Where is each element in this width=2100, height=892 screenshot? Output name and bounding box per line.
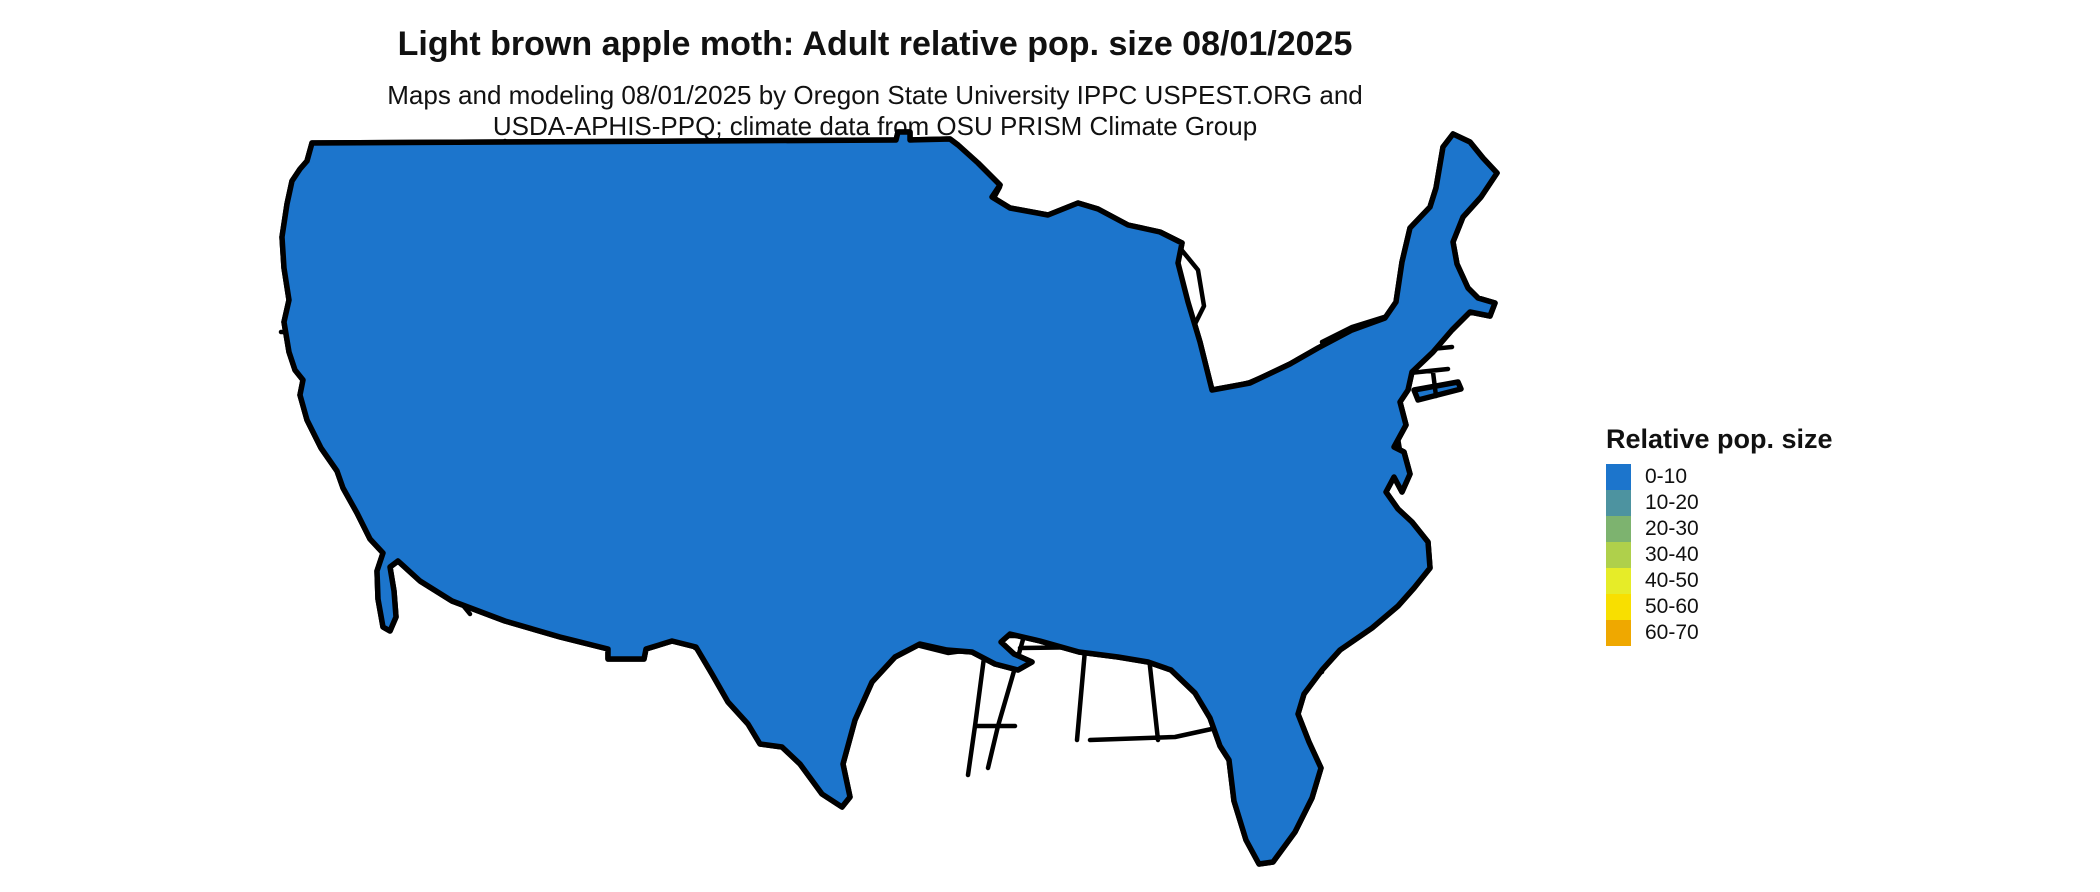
legend-label-10-20: 10-20 xyxy=(1645,491,1699,514)
legend-swatch-10-20 xyxy=(1606,490,1631,516)
subtitle-line-1: Maps and modeling 08/01/2025 by Oregon S… xyxy=(387,80,1363,110)
legend-swatch-60-70 xyxy=(1606,620,1631,646)
legend-label-20-30: 20-30 xyxy=(1645,517,1699,540)
map-subtitle: Maps and modeling 08/01/2025 by Oregon S… xyxy=(170,80,1580,142)
legend-swatch-30-40 xyxy=(1606,542,1631,568)
coastline-overlay xyxy=(282,132,1497,864)
legend-row: 30-40 xyxy=(1606,542,1833,568)
pop-blob xyxy=(320,470,336,479)
legend-swatch-0-10 xyxy=(1606,464,1631,490)
legend-label-50-60: 50-60 xyxy=(1645,595,1699,618)
legend-label-0-10: 0-10 xyxy=(1645,465,1688,488)
legend-label-30-40: 30-40 xyxy=(1645,543,1699,566)
legend-label-60-70: 60-70 xyxy=(1645,621,1699,644)
subtitle-line-2: USDA-APHIS-PPQ; climate data from OSU PR… xyxy=(492,111,1258,141)
legend-row: 40-50 xyxy=(1606,568,1833,594)
legend-swatch-20-30 xyxy=(1606,516,1631,542)
legend-swatch-40-50 xyxy=(1606,568,1631,594)
header: Light brown apple moth: Adult relative p… xyxy=(170,0,1580,142)
legend-row: 60-70 xyxy=(1606,620,1833,646)
legend-row: 20-30 xyxy=(1606,516,1833,542)
legend-title: Relative pop. size xyxy=(1606,424,1833,454)
page-title: Light brown apple moth: Adult relative p… xyxy=(397,25,1353,63)
legend-swatch-50-60 xyxy=(1606,594,1631,620)
legend: Relative pop. size 0-10 10-20 20-30 30-4… xyxy=(1606,424,1833,646)
legend-label-40-50: 40-50 xyxy=(1645,569,1699,592)
legend-row: 0-10 xyxy=(1606,464,1833,490)
legend-row: 50-60 xyxy=(1606,594,1833,620)
legend-row: 10-20 xyxy=(1606,490,1833,516)
pop-blob xyxy=(1275,318,1325,342)
